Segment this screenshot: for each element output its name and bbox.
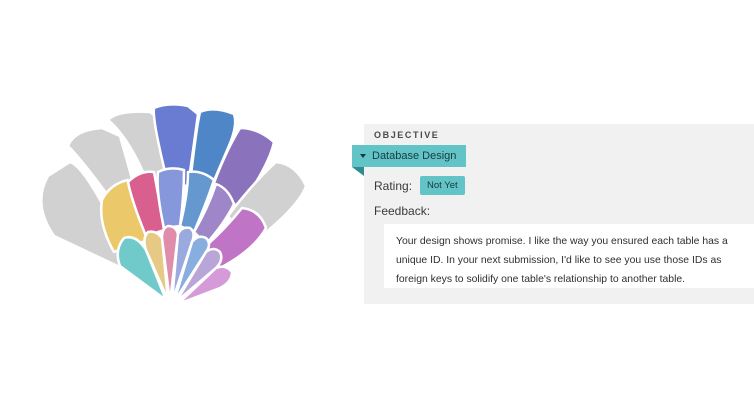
rating-badge: Not Yet (420, 176, 465, 195)
fan-petal (178, 170, 216, 234)
caret-down-icon (360, 154, 366, 158)
tag-fold (352, 167, 364, 176)
fan-petal (156, 167, 186, 230)
objective-tag-label: Database Design (372, 150, 457, 162)
rating-row: Rating: Not Yet (374, 176, 465, 195)
colorful-fan-illustration (28, 100, 314, 314)
feedback-text: Your design shows promise. I like the wa… (384, 224, 754, 288)
objective-heading: OBJECTIVE (374, 130, 440, 140)
rating-label: Rating: (374, 178, 413, 193)
fan-petal (176, 265, 234, 306)
fan-petal (188, 108, 237, 192)
objective-tag[interactable]: Database Design (352, 145, 467, 167)
fan-svg (40, 103, 308, 306)
objective-card: OBJECTIVE Database Design Rating: Not Ye… (352, 124, 754, 304)
feedback-label: Feedback: (374, 204, 431, 218)
fan-petal (192, 182, 236, 246)
